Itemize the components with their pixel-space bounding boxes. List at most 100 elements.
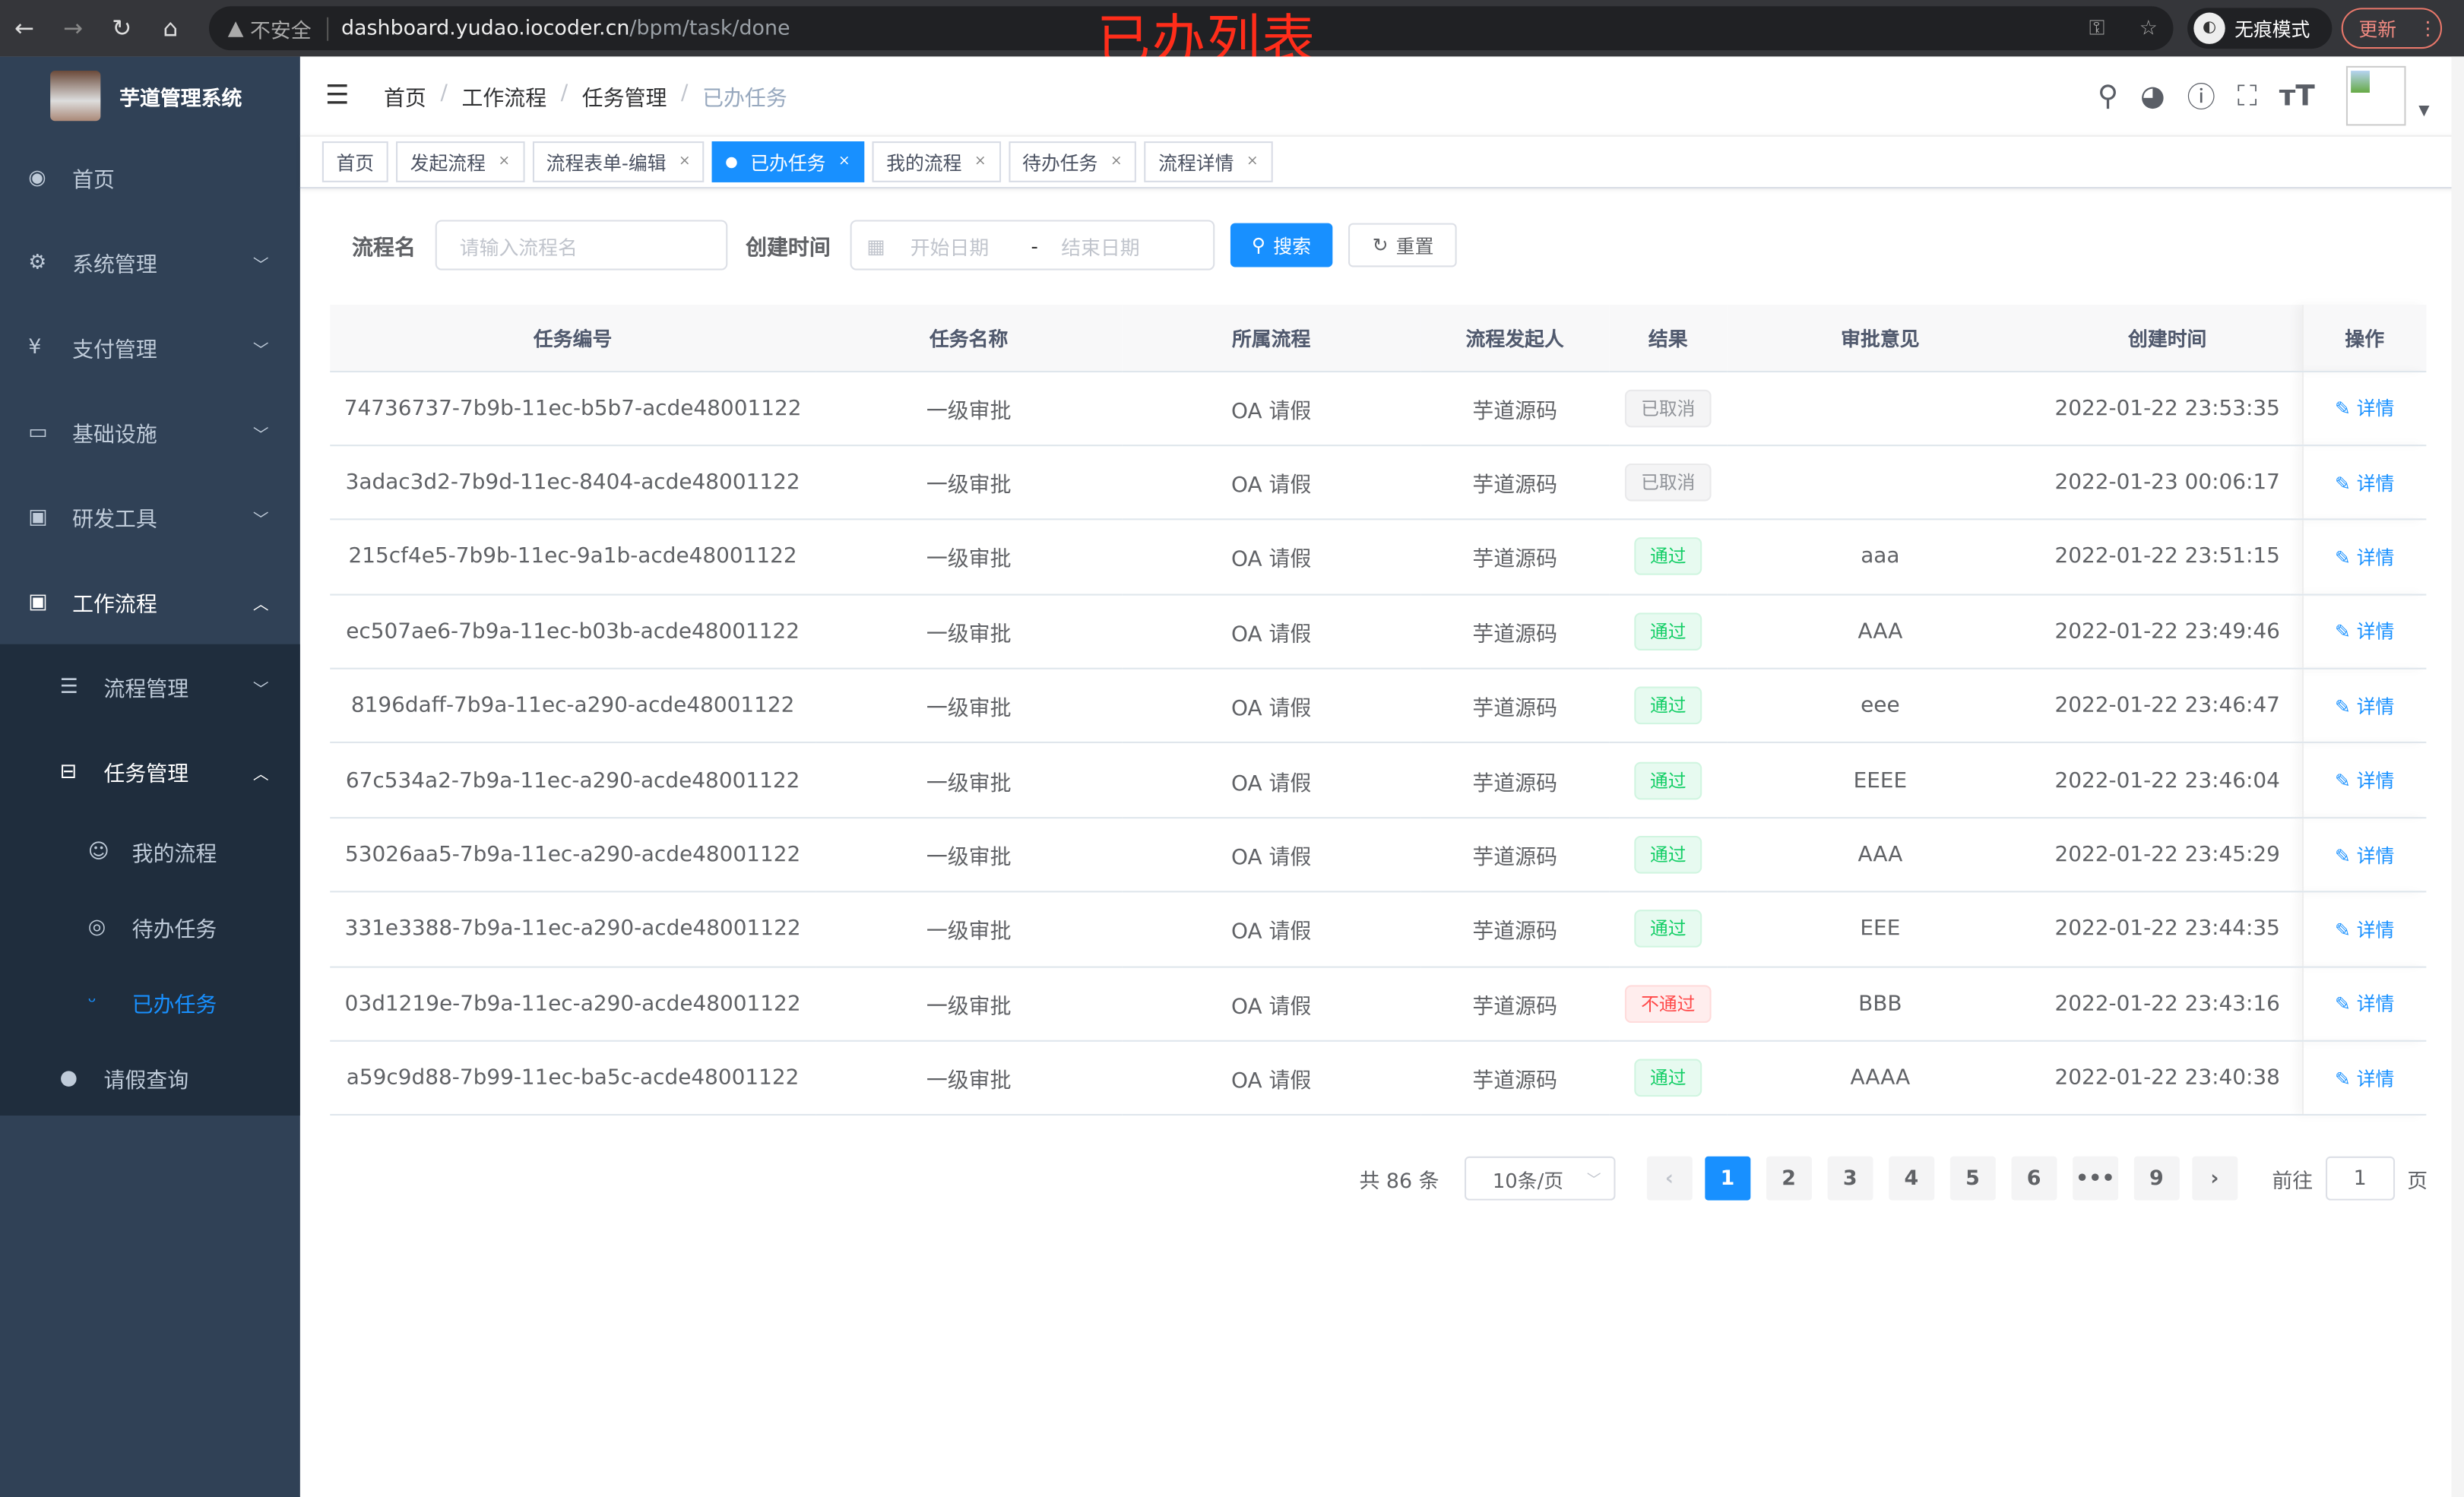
sidebar-item-devtools[interactable]: ▣ 研发工具 ﹀: [0, 474, 300, 559]
detail-link[interactable]: ✎ 详情: [2335, 919, 2394, 941]
comment-cell: EEEE: [1727, 742, 2034, 818]
home-icon[interactable]: ⌂: [163, 14, 179, 43]
task-name-cell: 一级审批: [816, 1040, 1123, 1116]
tag[interactable]: 待办任务 ×: [1008, 141, 1137, 182]
update-button[interactable]: 更新 ⋮: [2341, 8, 2443, 49]
tag-home[interactable]: 首页: [321, 141, 388, 182]
label: 我的流程: [131, 842, 217, 868]
start-date-input[interactable]: 开始日期: [910, 235, 990, 259]
more-pages-button[interactable]: •••: [2072, 1156, 2118, 1201]
star-icon[interactable]: ☆: [2139, 16, 2158, 40]
label: 搜索: [1273, 235, 1312, 258]
github-icon[interactable]: ◕: [2140, 79, 2165, 112]
scrollbar[interactable]: [2451, 56, 2464, 1497]
sidebar-item-pay[interactable]: ¥ 支付管理 ﹀: [0, 305, 300, 390]
close-icon[interactable]: ×: [1246, 153, 1259, 170]
eye-closed-icon: ᵕ: [87, 990, 97, 1014]
detail-link[interactable]: ✎ 详情: [2335, 695, 2394, 717]
fullscreen-icon[interactable]: ⛶: [2237, 79, 2257, 112]
sidebar-item-todo[interactable]: ◎ 待办任务: [0, 889, 300, 964]
tag[interactable]: 流程详情 ×: [1144, 141, 1273, 182]
page-button[interactable]: 3: [1827, 1156, 1873, 1201]
edit-icon: ✎: [2335, 472, 2357, 495]
table-row: 8196daff-7b9a-11ec-a290-acde48001122 一级审批…: [330, 668, 2427, 744]
col-header: 结果: [1609, 305, 1728, 372]
more-icon: ⋮: [2418, 17, 2437, 40]
reload-icon[interactable]: ↻: [112, 14, 132, 43]
breadcrumb-item[interactable]: 首页: [384, 86, 426, 112]
goto-page-input[interactable]: 1: [2325, 1156, 2395, 1201]
end-date-input[interactable]: 结束日期: [1061, 235, 1140, 259]
search-button[interactable]: ⚲ 搜索: [1229, 223, 1333, 267]
detail-link[interactable]: ✎ 详情: [2335, 1068, 2394, 1090]
comment-cell: eee: [1727, 668, 2034, 744]
page-button[interactable]: 4: [1888, 1156, 1934, 1201]
sidebar-item-home[interactable]: ◉ 首页: [0, 135, 300, 220]
tag[interactable]: 我的流程 ×: [872, 141, 1001, 182]
reset-button[interactable]: ↻ 重置: [1348, 223, 1458, 267]
sidebar-item-process-manage[interactable]: ☰ 流程管理 ﹀: [0, 644, 300, 730]
breadcrumb-item[interactable]: 任务管理: [581, 86, 667, 112]
breadcrumb-item[interactable]: 工作流程: [461, 86, 547, 112]
address-bar[interactable]: ▲ 不安全 dashboard.yudao.iocoder.cn/bpm/tas…: [208, 6, 2174, 51]
detail-link[interactable]: ✎ 详情: [2335, 472, 2394, 494]
url-path: /bpm/task/done: [629, 16, 790, 40]
sidebar-item-infra[interactable]: ▭ 基础设施 ﹀: [0, 390, 300, 475]
date-range-picker[interactable]: ▦ 开始日期 - 结束日期: [849, 220, 1215, 271]
detail-link[interactable]: ✎ 详情: [2335, 397, 2394, 419]
page-button[interactable]: 1: [1704, 1156, 1750, 1201]
sidebar-item-my-process[interactable]: ☺ 我的流程: [0, 814, 300, 889]
sidebar-item-task-manage[interactable]: ⊟ 任务管理 ︿: [0, 729, 300, 814]
sidebar-item-system[interactable]: ⚙ 系统管理 ﹀: [0, 220, 300, 305]
avatar[interactable]: [2346, 65, 2406, 126]
initiator-cell: 芋道源码: [1420, 817, 1610, 893]
tag[interactable]: 发起流程 ×: [396, 141, 524, 182]
detail-link[interactable]: ✎ 详情: [2335, 844, 2394, 866]
help-icon[interactable]: ⓘ: [2187, 81, 2215, 115]
dashboard-icon: ◉: [28, 166, 46, 190]
back-icon[interactable]: ←: [14, 14, 35, 43]
page-button[interactable]: 9: [2133, 1156, 2180, 1201]
process-name-input[interactable]: 请输入流程名: [434, 220, 727, 271]
app-logo[interactable]: 芋道管理系统: [0, 56, 300, 135]
chevron-down-icon: ﹀: [1586, 1173, 1601, 1189]
search-icon[interactable]: ⚲: [2097, 79, 2119, 112]
close-icon[interactable]: ×: [498, 153, 511, 170]
key-icon[interactable]: ⚿: [2089, 16, 2105, 40]
close-icon[interactable]: ×: [679, 153, 691, 170]
detail-link[interactable]: ✎ 详情: [2335, 621, 2394, 643]
close-icon[interactable]: ×: [838, 153, 850, 170]
sidebar-item-leave[interactable]: ● 请假查询: [0, 1040, 300, 1116]
detail-link[interactable]: ✎ 详情: [2335, 993, 2394, 1015]
page-button[interactable]: 6: [2011, 1156, 2057, 1201]
close-icon[interactable]: ×: [1110, 153, 1123, 170]
detail-link[interactable]: ✎ 详情: [2335, 770, 2394, 792]
sidebar-item-workflow[interactable]: ▣ 工作流程 ︿: [0, 559, 300, 644]
forward-icon[interactable]: →: [63, 14, 84, 43]
label: 基础设施: [72, 423, 157, 448]
detail-link[interactable]: ✎ 详情: [2335, 546, 2394, 568]
sidebar-item-done[interactable]: ᵕ 已办任务: [0, 965, 300, 1040]
incognito-badge[interactable]: ◐ 无痕模式: [2187, 8, 2333, 49]
detail-label: 详情: [2356, 546, 2395, 569]
next-page-button[interactable]: ›: [2191, 1156, 2238, 1201]
caret-down-icon[interactable]: ▼: [2418, 103, 2430, 120]
tag-label: 发起流程: [410, 151, 486, 174]
tag-active[interactable]: 已办任务 ×: [712, 141, 865, 182]
font-size-icon[interactable]: тT: [2279, 79, 2315, 112]
task-id-cell: ec507ae6-7b9a-11ec-b03b-acde48001122: [330, 593, 816, 669]
prev-page-button[interactable]: ‹: [1646, 1156, 1693, 1201]
result-badge: 不通过: [1625, 984, 1712, 1023]
page-button[interactable]: 5: [1949, 1156, 1996, 1201]
result-cell: 通过: [1609, 668, 1728, 744]
chevron-down-icon: ﹀: [252, 511, 269, 529]
page-button[interactable]: 2: [1766, 1156, 1812, 1201]
label: 重置: [1395, 235, 1434, 258]
tag-label: 流程详情: [1158, 151, 1234, 174]
page-size-select[interactable]: 10条/页 ﹀: [1464, 1156, 1616, 1201]
task-name-cell: 一级审批: [816, 891, 1123, 967]
process-cell: OA 请假: [1122, 370, 1421, 446]
close-icon[interactable]: ×: [974, 153, 987, 170]
tag[interactable]: 流程表单-编辑 ×: [532, 141, 705, 182]
hamburger-icon[interactable]: ☰: [325, 80, 350, 112]
